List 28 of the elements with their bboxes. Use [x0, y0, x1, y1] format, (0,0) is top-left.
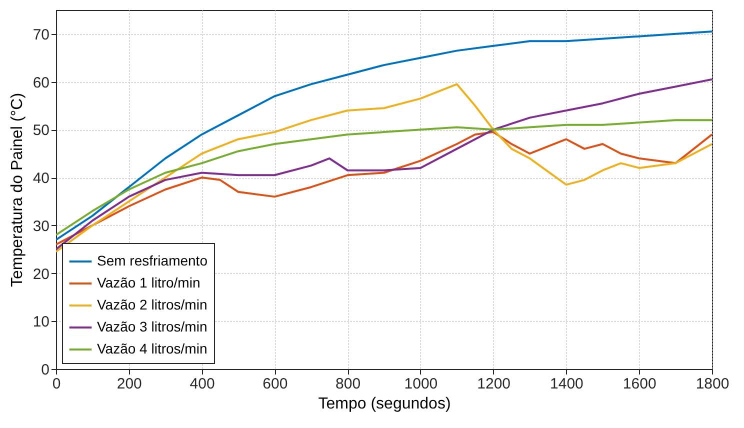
line-series [56, 30, 712, 241]
y-tick-label: 60 [32, 74, 50, 92]
x-tick-label: 1600 [622, 376, 656, 392]
x-axis-title: Tempo (segundos) [318, 396, 451, 412]
x-tick-label: 200 [116, 376, 142, 392]
y-tick-label: 40 [32, 170, 50, 188]
legend-label: Vazão 4 litros/min [97, 340, 208, 356]
x-tick-label: 1200 [477, 376, 511, 392]
y-tick-label: 20 [32, 266, 50, 283]
x-tick-label: 0 [52, 376, 61, 392]
x-tick-label: 600 [262, 376, 288, 392]
y-tick-label: 70 [32, 26, 50, 44]
legend-label: Vazão 1 litro/min [97, 274, 200, 290]
legend-label: Vazão 3 litros/min [97, 318, 208, 334]
y-tick-label: 10 [32, 314, 50, 331]
x-tick-label: 400 [190, 376, 215, 392]
x-tick-label: 800 [336, 376, 361, 392]
line-series [56, 119, 712, 236]
x-tick-label: 1800 [696, 376, 730, 392]
y-tick-label: 0 [41, 362, 50, 378]
legend-label: Sem resfriamento [97, 252, 208, 268]
legend-label: Vazão 2 litros/min [97, 296, 208, 312]
y-axis-title: Temperatura do Painel (°C) [8, 92, 26, 288]
y-tick-label: 30 [32, 218, 50, 235]
y-tick-label: 50 [32, 122, 50, 140]
line-series [56, 131, 712, 246]
x-tick-label: 1400 [550, 376, 584, 392]
x-tick-label: 1000 [404, 376, 438, 392]
